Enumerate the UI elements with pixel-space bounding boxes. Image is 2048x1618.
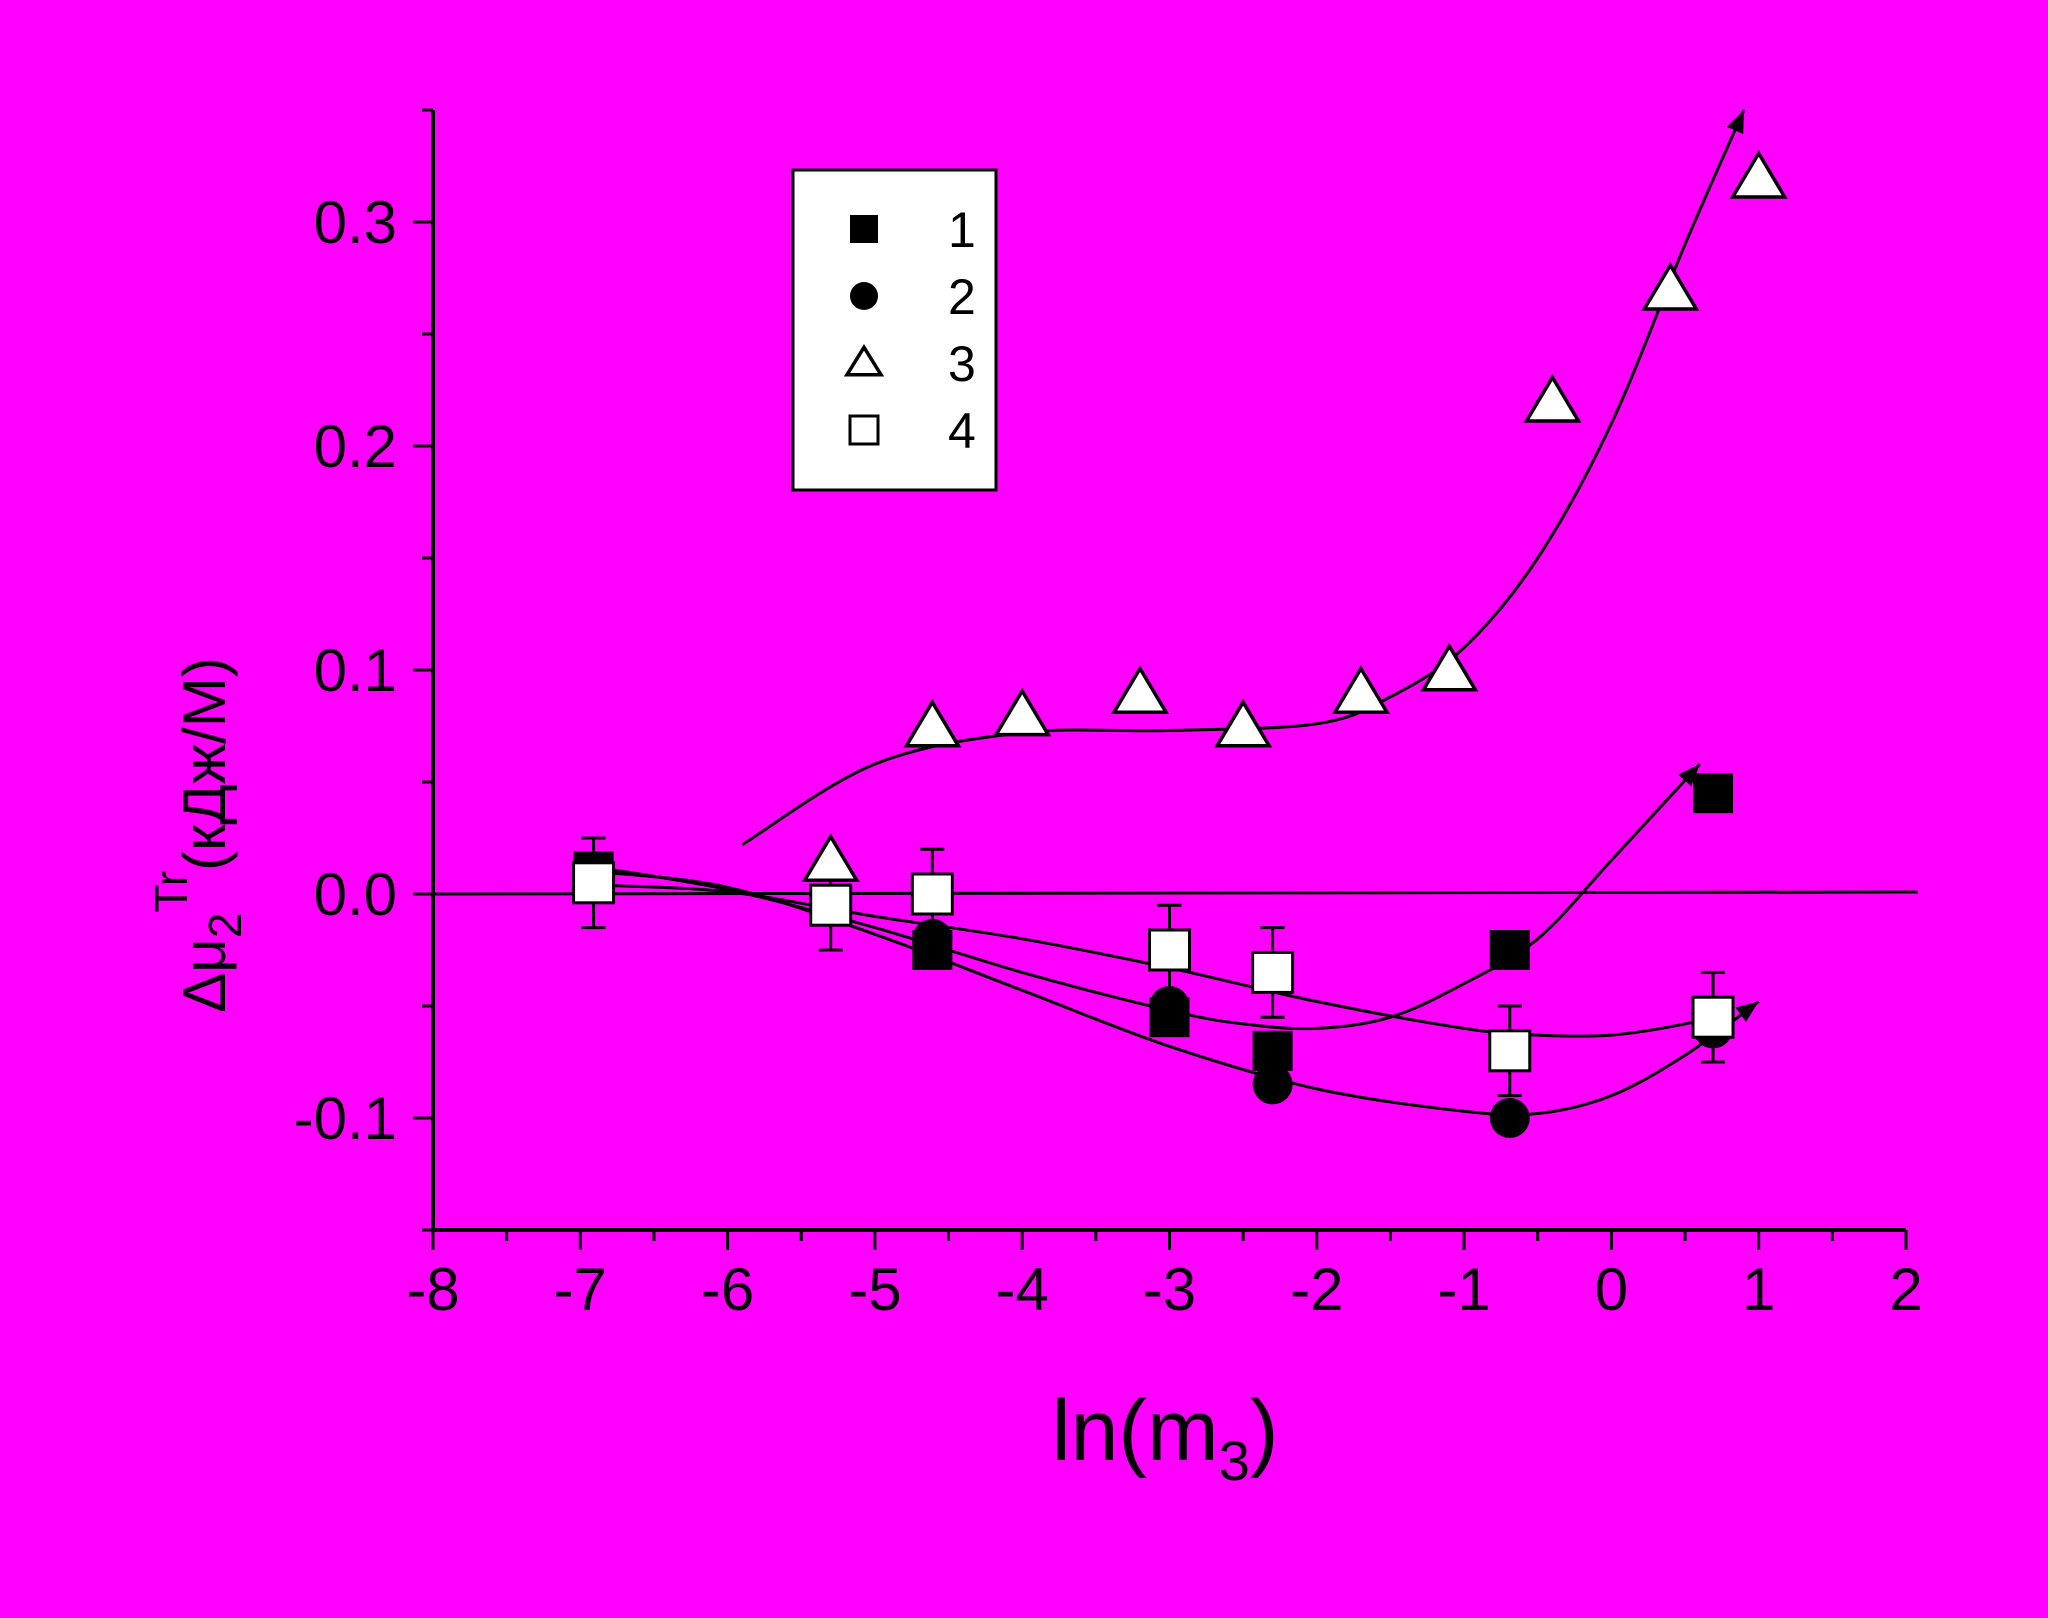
fit-curves xyxy=(594,109,1760,1117)
data-point-series-3 xyxy=(1214,698,1273,748)
x-tick-label: -1 xyxy=(1437,1256,1490,1323)
data-point-series-1 xyxy=(1252,1030,1293,1071)
legend-marker-series-2 xyxy=(850,282,878,310)
legend-marker-series-4 xyxy=(848,414,880,446)
data-points xyxy=(572,149,1788,1138)
legend-marker-series-1 xyxy=(850,215,878,243)
x-tick-label: -5 xyxy=(848,1256,901,1323)
data-point-series-2 xyxy=(1489,1098,1530,1138)
y-axis-title: Δμ2Tr(кДж/М) xyxy=(145,657,251,1013)
data-point-series-4 xyxy=(1691,995,1735,1039)
legend-box xyxy=(791,168,998,492)
data-point-series-3 xyxy=(1420,642,1479,692)
fit-arrowhead-series-3 xyxy=(1726,110,1744,134)
x-tick-label: -2 xyxy=(1290,1256,1343,1323)
y-axis-ticks: -0.1 0.0 0.1 0.2 0.3 xyxy=(294,108,433,1232)
x-tick-label: 2 xyxy=(1889,1256,1922,1323)
legend-label-series-4: 4 xyxy=(948,403,976,459)
x-axis-title-close: ) xyxy=(1250,1383,1279,1479)
y-tick-label: -0.1 xyxy=(294,1085,397,1152)
fit-curve-series-3 xyxy=(741,109,1746,847)
y-axis-title-unit: (кДж/М) xyxy=(171,657,238,871)
data-point-series-4 xyxy=(1488,1029,1532,1073)
legend-label-series-2: 2 xyxy=(948,269,976,325)
x-tick-label: 0 xyxy=(1595,1256,1628,1323)
data-point-series-2 xyxy=(1252,1064,1293,1105)
data-point-series-2 xyxy=(912,918,953,959)
zero-reference-line xyxy=(432,890,1919,896)
x-axis-title-sub: 3 xyxy=(1219,1429,1250,1492)
y-tick-label: 0.3 xyxy=(314,189,397,256)
data-point-series-4 xyxy=(1148,928,1191,972)
x-tick-label: -4 xyxy=(996,1256,1049,1323)
data-point-series-3 xyxy=(801,833,860,882)
data-point-series-3 xyxy=(1331,665,1391,714)
data-point-series-3 xyxy=(1641,261,1700,311)
data-point-series-1 xyxy=(1489,930,1530,970)
data-point-series-4 xyxy=(910,872,954,916)
data-point-series-3 xyxy=(903,698,962,748)
y-axis-title-sub: 2 xyxy=(199,913,251,939)
data-point-series-3 xyxy=(993,687,1052,737)
zero-line xyxy=(432,890,1919,896)
x-axis-title: ln(m3) xyxy=(1051,1383,1278,1492)
x-tick-label: -8 xyxy=(406,1256,459,1323)
x-tick-label: 1 xyxy=(1742,1256,1775,1323)
y-axis-title-sup: Tr xyxy=(145,871,197,913)
data-point-series-4 xyxy=(809,883,853,927)
x-tick-label: -3 xyxy=(1143,1256,1196,1323)
data-point-series-4 xyxy=(572,861,616,905)
x-axis-title-main: ln(m xyxy=(1051,1383,1218,1479)
y-tick-label: 0.1 xyxy=(314,637,397,704)
legend-label-series-1: 1 xyxy=(948,202,976,258)
data-point-series-4 xyxy=(1251,950,1295,994)
data-point-series-1 xyxy=(1693,773,1734,814)
x-tick-label: -7 xyxy=(554,1256,607,1323)
fit-arrowhead-series-1 xyxy=(1678,764,1700,787)
y-axis-title-main: Δμ xyxy=(171,938,238,1013)
data-point-series-3 xyxy=(1110,665,1170,714)
x-axis-ticks: -8 -7 -6 -5 -4 -3 -2 -1 0 1 2 xyxy=(406,1230,1923,1323)
legend: 1 2 3 4 xyxy=(791,168,998,492)
y-tick-label: 0.2 xyxy=(314,413,397,480)
data-point-series-3 xyxy=(1523,373,1582,423)
fit-arrowhead-series-2 xyxy=(1735,1001,1759,1022)
fit-curve-series-4 xyxy=(594,883,1715,1038)
x-tick-label: -6 xyxy=(701,1256,754,1323)
y-tick-label: 0.0 xyxy=(314,861,397,928)
data-point-series-2 xyxy=(1149,986,1190,1026)
legend-marker-series-3 xyxy=(843,343,885,377)
data-point-series-3 xyxy=(1729,149,1788,199)
legend-label-series-3: 3 xyxy=(948,336,976,392)
